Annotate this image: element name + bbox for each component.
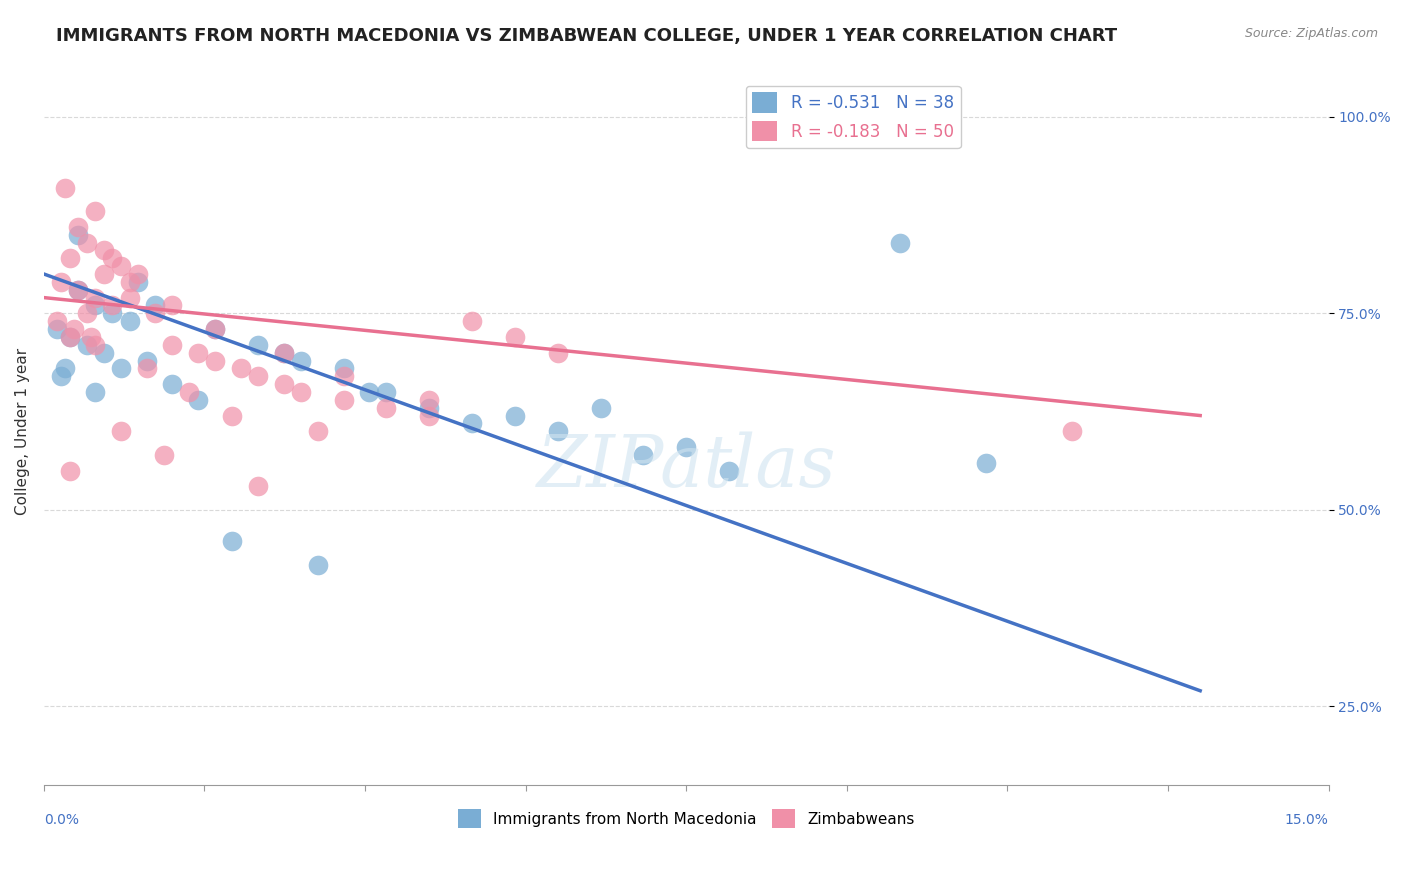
Point — [589, 401, 612, 415]
Point — [247, 369, 270, 384]
Point — [162, 298, 184, 312]
Point — [503, 409, 526, 423]
Point — [58, 464, 80, 478]
Point — [187, 392, 209, 407]
Point — [67, 227, 90, 242]
Point — [101, 306, 124, 320]
Point — [503, 330, 526, 344]
Point — [547, 424, 569, 438]
Point — [53, 180, 76, 194]
Point — [80, 330, 103, 344]
Point — [93, 267, 115, 281]
Point — [45, 314, 67, 328]
Text: IMMIGRANTS FROM NORTH MACEDONIA VS ZIMBABWEAN COLLEGE, UNDER 1 YEAR CORRELATION : IMMIGRANTS FROM NORTH MACEDONIA VS ZIMBA… — [56, 27, 1118, 45]
Point — [418, 401, 440, 415]
Point — [273, 345, 295, 359]
Point — [307, 558, 329, 572]
Point — [273, 377, 295, 392]
Point — [675, 440, 697, 454]
Point — [332, 369, 354, 384]
Point — [461, 417, 484, 431]
Point — [162, 338, 184, 352]
Point — [58, 330, 80, 344]
Point — [247, 479, 270, 493]
Point — [76, 338, 98, 352]
Point — [633, 448, 655, 462]
Point — [461, 314, 484, 328]
Point — [127, 267, 149, 281]
Point — [229, 361, 252, 376]
Point — [307, 424, 329, 438]
Point — [93, 244, 115, 258]
Point — [889, 235, 911, 250]
Point — [67, 283, 90, 297]
Point — [221, 409, 243, 423]
Point — [110, 259, 132, 273]
Point — [290, 353, 312, 368]
Point — [110, 361, 132, 376]
Point — [84, 291, 107, 305]
Point — [118, 275, 141, 289]
Point — [45, 322, 67, 336]
Point — [375, 384, 398, 399]
Point — [53, 361, 76, 376]
Point — [547, 345, 569, 359]
Point — [58, 330, 80, 344]
Point — [76, 235, 98, 250]
Point — [418, 409, 440, 423]
Point — [143, 298, 166, 312]
Point — [718, 464, 741, 478]
Point — [204, 322, 226, 336]
Point — [135, 361, 157, 376]
Legend: Immigrants from North Macedonia, Zimbabweans: Immigrants from North Macedonia, Zimbabw… — [451, 803, 921, 834]
Point — [84, 204, 107, 219]
Point — [418, 392, 440, 407]
Point — [49, 369, 72, 384]
Text: ZIPatlas: ZIPatlas — [537, 432, 837, 502]
Point — [63, 322, 86, 336]
Point — [84, 338, 107, 352]
Point — [127, 275, 149, 289]
Point — [84, 384, 107, 399]
Point — [247, 338, 270, 352]
Point — [135, 353, 157, 368]
Point — [332, 392, 354, 407]
Text: 0.0%: 0.0% — [44, 813, 79, 827]
Point — [1060, 817, 1083, 831]
Point — [67, 283, 90, 297]
Point — [153, 448, 176, 462]
Point — [204, 322, 226, 336]
Point — [118, 314, 141, 328]
Point — [93, 345, 115, 359]
Point — [179, 384, 201, 399]
Point — [58, 252, 80, 266]
Point — [359, 384, 381, 399]
Point — [101, 252, 124, 266]
Point — [204, 353, 226, 368]
Text: 15.0%: 15.0% — [1285, 813, 1329, 827]
Point — [332, 361, 354, 376]
Point — [67, 219, 90, 234]
Point — [974, 456, 997, 470]
Point — [221, 534, 243, 549]
Point — [162, 377, 184, 392]
Text: Source: ZipAtlas.com: Source: ZipAtlas.com — [1244, 27, 1378, 40]
Point — [49, 275, 72, 289]
Y-axis label: College, Under 1 year: College, Under 1 year — [15, 348, 30, 515]
Point — [84, 298, 107, 312]
Point — [101, 298, 124, 312]
Point — [273, 345, 295, 359]
Point — [1060, 424, 1083, 438]
Point — [118, 291, 141, 305]
Point — [110, 424, 132, 438]
Point — [143, 306, 166, 320]
Point — [290, 384, 312, 399]
Point — [187, 345, 209, 359]
Point — [76, 306, 98, 320]
Point — [375, 401, 398, 415]
